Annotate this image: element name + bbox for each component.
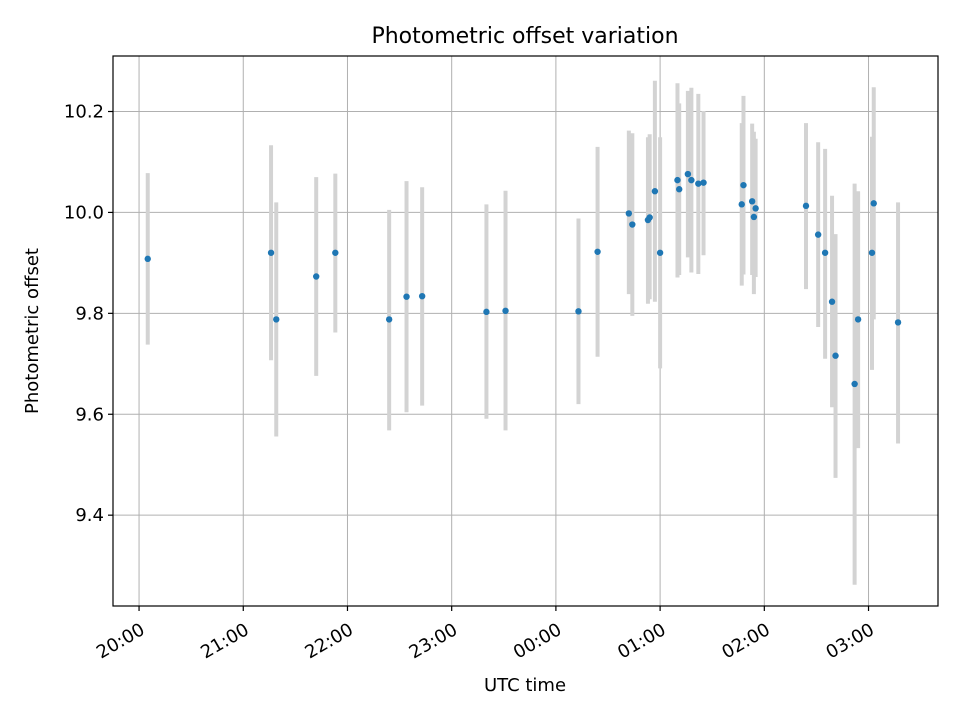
y-tick-label: 10.0 [64, 202, 104, 223]
grid [113, 56, 938, 606]
data-point [802, 202, 810, 210]
y-tick-label: 9.6 [75, 404, 104, 425]
data-point [676, 186, 683, 193]
plot-area-background [113, 56, 938, 606]
data-point [695, 180, 702, 187]
data-point [267, 249, 275, 256]
data-point [700, 179, 707, 186]
data-point [418, 292, 426, 300]
data-point [750, 213, 758, 221]
data-point [894, 319, 902, 326]
data-point [684, 170, 692, 178]
data-point [821, 249, 829, 256]
data-point [629, 221, 636, 228]
data-point [738, 201, 745, 208]
y-tick-label: 9.8 [75, 303, 104, 324]
data-point [814, 231, 822, 238]
data-point [483, 308, 490, 316]
data-point [870, 200, 877, 207]
y-tick-label: 9.4 [75, 505, 104, 526]
data-point [332, 249, 339, 256]
y-axis-label: Photometric offset [22, 248, 43, 414]
data-point [625, 210, 633, 217]
data-point [646, 214, 653, 221]
data-point [144, 255, 151, 263]
data-point [273, 316, 280, 323]
data-point [594, 248, 601, 255]
data-point [502, 307, 509, 315]
data-point [748, 198, 756, 205]
data-point [752, 205, 759, 212]
data-point [851, 380, 858, 388]
data-point [832, 352, 839, 359]
y-tick-label: 10.2 [64, 102, 104, 123]
data-point [868, 249, 876, 256]
data-point [674, 176, 681, 184]
data-point [854, 316, 862, 323]
data-point [403, 293, 410, 300]
data-point [656, 249, 664, 256]
data-point [688, 176, 695, 184]
data-point [575, 308, 582, 315]
plot-area-frame [112, 55, 939, 607]
data-point [828, 298, 836, 305]
data-point [740, 181, 747, 189]
x-axis-label: UTC time [484, 675, 566, 696]
data-point [651, 188, 659, 195]
chart-title: Photometric offset variation [371, 24, 678, 49]
data-point [385, 316, 393, 323]
data-point [313, 273, 320, 280]
data-points [144, 170, 902, 388]
